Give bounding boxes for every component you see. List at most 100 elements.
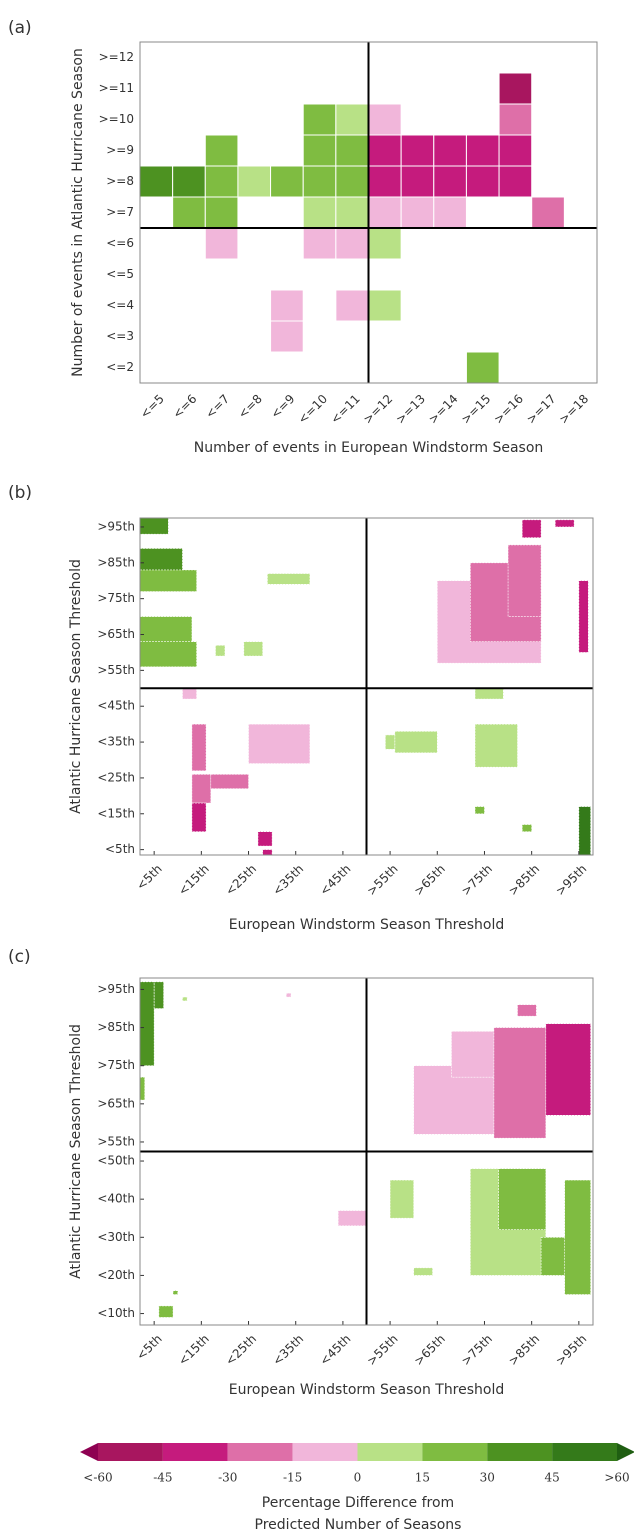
colorbar-under (80, 1443, 98, 1461)
patch (172, 1290, 179, 1295)
patch (139, 616, 193, 646)
patch (182, 996, 188, 1002)
cell (368, 289, 402, 322)
plot-frame (139, 977, 594, 1326)
y-tick-label: >75th (97, 1058, 135, 1072)
cell (433, 165, 467, 198)
cell (302, 134, 337, 167)
cell (270, 320, 304, 353)
colorbar-bin (357, 1443, 423, 1461)
colorbar-bin (487, 1443, 553, 1461)
x-tick-label: >=13 (393, 392, 428, 427)
cell (368, 227, 402, 260)
y-tick-label: <40th (97, 1192, 135, 1206)
x-tick-label: >75th (459, 1332, 496, 1369)
cell (368, 134, 402, 167)
y-tick-label: <=5 (106, 267, 134, 281)
colorbar-label: Predicted Number of Seasons (255, 1517, 462, 1533)
patch (139, 1076, 146, 1101)
cell (400, 165, 435, 198)
x-tick-label: >=15 (458, 392, 493, 427)
colorbar-bin (552, 1443, 617, 1461)
colorbar-tick-label: 15 (415, 1471, 430, 1485)
cell (400, 196, 435, 229)
patch (182, 687, 197, 700)
y-tick-label: >95th (97, 519, 135, 533)
x-tick-label: <=9 (268, 392, 298, 422)
patch (385, 734, 396, 750)
cell (465, 165, 500, 198)
cell (237, 165, 272, 198)
plot-frame (139, 517, 594, 856)
colorbar-bin (292, 1443, 358, 1461)
y-tick-label: <50th (97, 1154, 135, 1168)
patch (257, 831, 273, 847)
x-tick-label: <25th (223, 862, 260, 899)
x-tick-label: >75th (459, 862, 496, 899)
y-tick-label: >=11 (99, 81, 134, 95)
x-tick-label: >=12 (360, 392, 395, 427)
y-tick-label: >=8 (106, 174, 134, 188)
y-axis-label: Number of events in Atlantic Hurricane S… (70, 48, 86, 377)
cell (302, 196, 337, 229)
patch (474, 806, 485, 815)
colorbar-tick-label: 45 (544, 1471, 559, 1485)
x-tick-label: <5th (134, 862, 165, 893)
x-tick-label: <=10 (295, 392, 330, 427)
colorbar-label: Percentage Difference from (262, 1495, 454, 1511)
y-tick-label: <=3 (106, 329, 134, 343)
cell (335, 134, 370, 167)
y-tick-label: <45th (97, 699, 135, 713)
colorbar-bin (422, 1443, 488, 1461)
cell (302, 103, 337, 136)
colorbar-bin (98, 1443, 163, 1461)
patch (545, 1023, 591, 1116)
x-tick-label: >95th (553, 1332, 590, 1369)
colorbar-tick-label: >60 (604, 1471, 629, 1485)
patch (517, 1004, 537, 1017)
y-axis-label: Atlantic Hurricane Season Threshold (68, 559, 84, 814)
y-tick-label: <=2 (106, 360, 134, 374)
panel-label: (c) (8, 947, 31, 967)
x-tick-label: <=7 (203, 392, 233, 422)
y-tick-label: <10th (97, 1306, 135, 1320)
patch (493, 1027, 547, 1139)
cell (433, 196, 467, 229)
cell (465, 351, 500, 384)
y-tick-label: <35th (97, 735, 135, 749)
colorbar-tick-label: <-60 (83, 1471, 112, 1485)
x-tick-label: <5th (134, 1332, 165, 1363)
x-tick-label: >=16 (491, 392, 526, 427)
y-axis-label: Atlantic Hurricane Season Threshold (68, 1024, 84, 1279)
colorbar-tick-label: -15 (283, 1471, 302, 1485)
y-tick-label: <20th (97, 1268, 135, 1282)
panel-label: (b) (8, 483, 32, 503)
y-tick-label: >=7 (106, 205, 134, 219)
x-tick-label: >85th (506, 862, 543, 899)
cell (498, 165, 533, 198)
patch (158, 1305, 174, 1318)
patch (578, 806, 591, 856)
cell (368, 103, 402, 136)
y-tick-label: <=6 (106, 236, 134, 250)
patch (474, 723, 518, 768)
patch (191, 774, 212, 804)
colorbar-tick-label: -30 (218, 1471, 237, 1485)
cell (498, 103, 533, 136)
x-tick-label: <=5 (137, 392, 167, 422)
patch (285, 992, 292, 998)
patch (554, 519, 575, 528)
x-tick-label: >85th (506, 1332, 543, 1369)
colorbar-bin (227, 1443, 293, 1461)
cell (302, 165, 337, 198)
y-tick-label: >55th (97, 663, 135, 677)
cell (270, 289, 304, 322)
y-tick-label: <5th (105, 842, 135, 856)
x-tick-label: >65th (411, 862, 448, 899)
y-tick-label: >=12 (99, 50, 134, 64)
patch (243, 641, 263, 657)
cell (172, 196, 206, 229)
cell (204, 134, 239, 167)
patch (153, 981, 164, 1009)
